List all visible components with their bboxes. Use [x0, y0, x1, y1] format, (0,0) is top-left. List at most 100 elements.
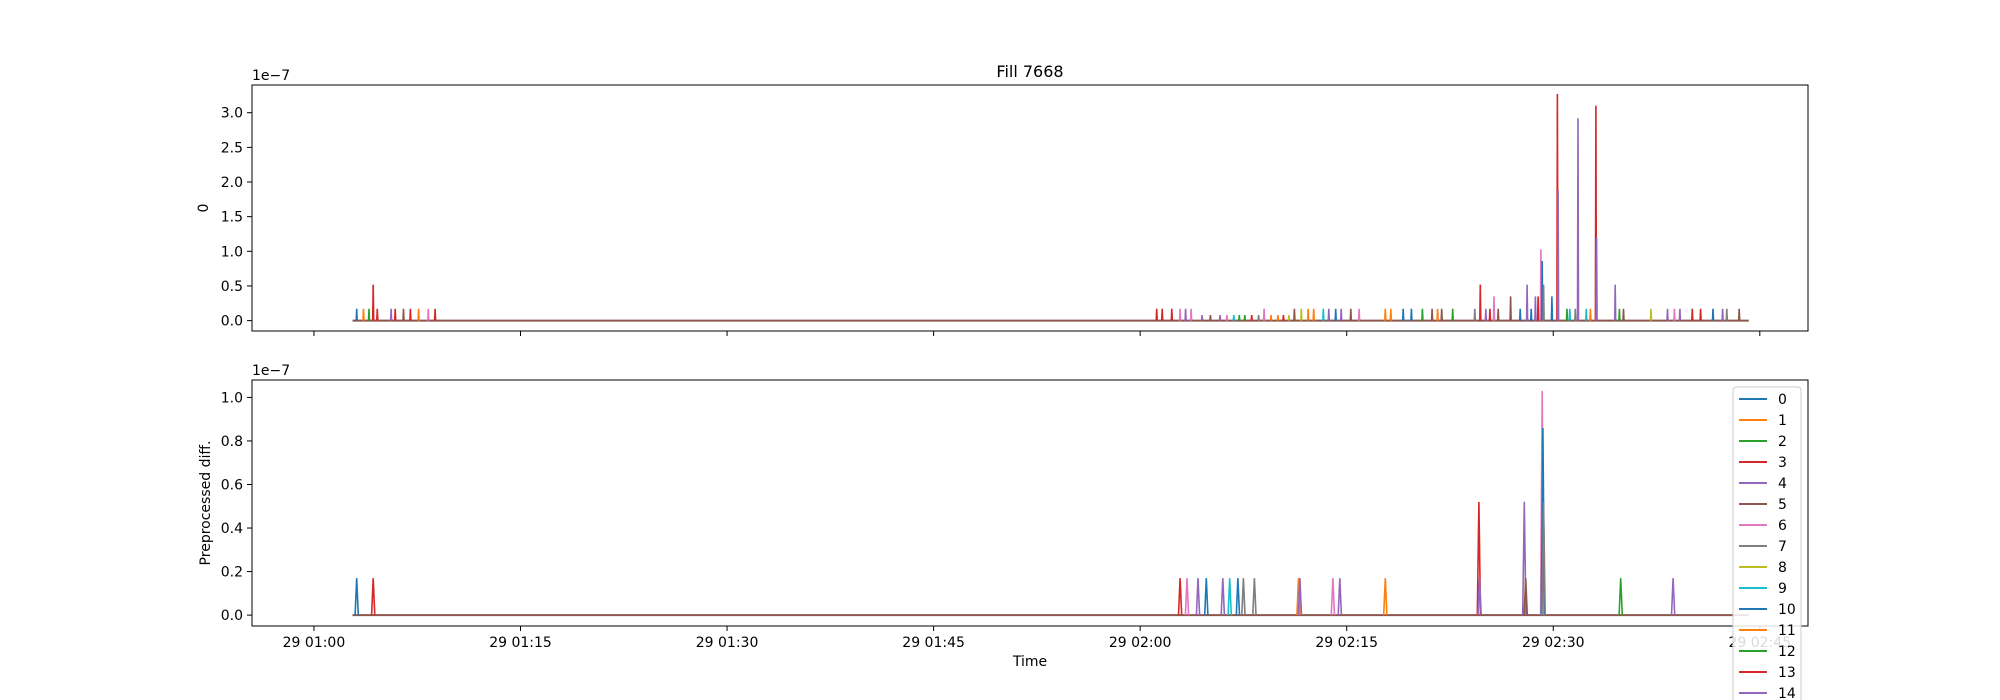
x-tick-label: 29 02:15	[1315, 635, 1378, 651]
spike-series-6	[1330, 578, 1336, 616]
spike-series-5	[1509, 296, 1512, 321]
spike-series-0	[1550, 296, 1554, 321]
spike-series-4	[1184, 308, 1187, 321]
spike-series-4	[1195, 578, 1201, 616]
x-tick-label: 29 01:00	[283, 635, 346, 651]
spike-series-6	[1184, 578, 1190, 616]
spike-series-0	[1410, 308, 1413, 321]
spike-series-1	[1276, 315, 1280, 321]
spike-series-4	[1576, 118, 1580, 321]
y-tick-label: 1.0	[221, 244, 243, 260]
legend-entry-label: 12	[1778, 644, 1796, 660]
x-tick-label: 29 02:30	[1522, 635, 1585, 651]
top-axes: 0.0 0.5 1.0 1.5 2.0 2.5 3.0 1e−7 0	[196, 68, 1809, 336]
y-tick-label: 0.5	[221, 279, 243, 295]
spike-series-0	[1540, 260, 1544, 321]
spike-series-7	[1574, 308, 1577, 321]
spike-series-7	[1541, 501, 1546, 616]
spike-series-5	[1349, 308, 1353, 321]
bottom-axes: 0.0 0.2 0.4 0.6 0.8 1.0 29 01:00 29 01:15 29 01:…	[198, 363, 1809, 651]
spike-series-2	[1238, 315, 1241, 321]
spike-series-3	[1691, 308, 1694, 321]
legend-entry-label: 1	[1778, 413, 1787, 429]
chart-title: Fill 7668	[996, 62, 1063, 81]
axes-frame	[251, 379, 1809, 627]
spike-series-8	[1300, 308, 1303, 321]
spike-series-11	[1269, 315, 1273, 321]
spike-series-1	[362, 308, 365, 321]
spike-series-3	[1699, 308, 1702, 321]
spike-series-4	[1666, 308, 1669, 321]
spike-series-6	[1492, 296, 1496, 321]
y-tick-label: 0.0	[221, 608, 243, 624]
spike-series-6	[1673, 308, 1676, 321]
spike-series-6	[1225, 315, 1229, 321]
spike-series-7	[1241, 578, 1246, 616]
spike-series-4	[1595, 237, 1598, 321]
spike-series-2	[1421, 308, 1424, 321]
spike-series-0	[354, 578, 360, 616]
spike-series-4	[1297, 578, 1303, 616]
legend-entry-label: 10	[1778, 602, 1796, 618]
spike-series-4	[1220, 578, 1226, 616]
spike-series-4	[1525, 284, 1529, 321]
legend-entry-label: 4	[1778, 476, 1787, 492]
spike-series-2	[1618, 578, 1624, 616]
y-tick-label: 1.5	[221, 210, 243, 226]
y-tick-label: 1.0	[221, 390, 243, 406]
legend-entry-label: 14	[1778, 686, 1796, 700]
spike-series-5	[1293, 308, 1296, 321]
legend-entry-label: 9	[1778, 581, 1787, 597]
spike-series-4	[1534, 296, 1537, 321]
y-axis-label: Preprocessed diff.	[198, 441, 214, 566]
spike-series-4	[1613, 284, 1617, 321]
spike-series-5	[1430, 308, 1434, 321]
spike-series-1	[417, 308, 420, 321]
spike-series-0	[1711, 308, 1715, 321]
spike-series-6	[1178, 308, 1182, 321]
spike-series-2	[1565, 308, 1569, 321]
spike-series-9	[1585, 308, 1588, 321]
spike-series-10	[1203, 578, 1209, 616]
spike-series-3	[1250, 315, 1253, 321]
spike-series-3	[393, 308, 397, 321]
spike-series-4	[1721, 308, 1724, 321]
spike-series-7	[1252, 578, 1257, 616]
y-tick-label: 0.2	[221, 565, 243, 581]
y-tick-label: 0.4	[221, 521, 243, 537]
spike-series-1	[1436, 308, 1439, 321]
spike-series-0	[1334, 308, 1337, 321]
y-tick-label: 3.0	[221, 106, 243, 122]
spike-series-5	[1737, 308, 1741, 321]
spike-series-4	[1670, 578, 1676, 616]
x-axis-label: Time	[1012, 654, 1047, 670]
legend-entry-label: 2	[1778, 434, 1787, 450]
x-tick-label: 29 01:45	[902, 635, 965, 651]
spike-series-6	[1262, 308, 1266, 321]
spike-series-3	[1282, 315, 1285, 321]
spike-series-7	[1257, 315, 1260, 321]
spike-series-5	[1622, 308, 1625, 321]
spike-series-4	[1218, 315, 1222, 321]
spike-series-3	[376, 308, 379, 321]
spike-series-4	[1678, 308, 1682, 321]
spike-series-0	[355, 308, 358, 321]
spike-series-9	[1568, 308, 1572, 321]
spike-series-2	[1451, 308, 1454, 321]
axes-frame	[251, 84, 1809, 332]
spike-series-5	[402, 308, 405, 321]
spike-series-4	[1484, 308, 1488, 321]
spike-series-6	[1189, 308, 1193, 321]
y-axis-label: 0	[196, 204, 212, 213]
legend-entry-label: 11	[1778, 623, 1796, 639]
y-tick-label: 0.6	[221, 477, 243, 493]
spike-series-3	[370, 578, 376, 616]
spike-series-5	[1209, 315, 1212, 321]
spike-series-8	[1287, 315, 1291, 321]
legend-entry-label: 6	[1778, 518, 1787, 534]
spike-series-3	[433, 308, 437, 321]
y-offset-text: 1e−7	[252, 363, 290, 379]
legend-entry-label: 5	[1778, 497, 1787, 513]
legend-entry-label: 0	[1778, 392, 1787, 408]
